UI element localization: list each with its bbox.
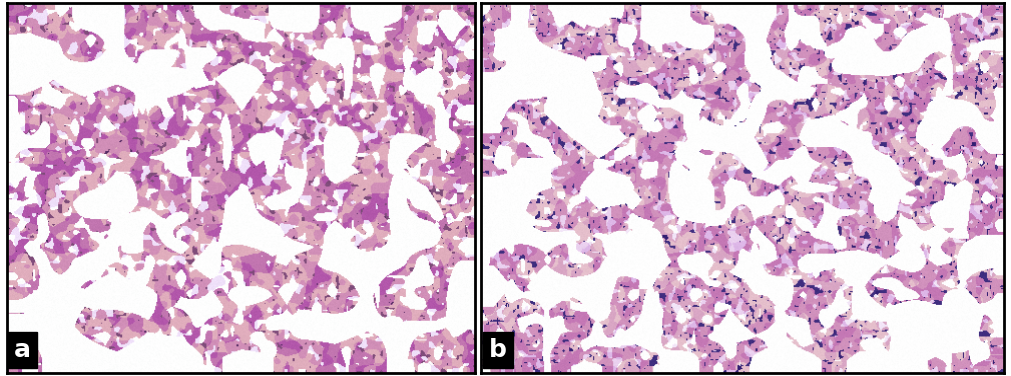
- Text: a: a: [14, 338, 31, 362]
- Text: b: b: [489, 338, 507, 362]
